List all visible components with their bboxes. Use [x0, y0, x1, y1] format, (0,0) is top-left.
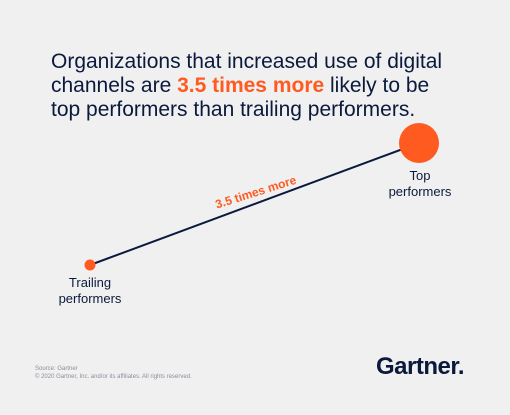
data-point-top: [399, 123, 439, 163]
point-label-trailing-line2: performers: [58, 291, 122, 306]
point-label-top-line2: performers: [388, 184, 452, 199]
point-label-top: Top performers: [381, 168, 459, 200]
point-label-top-line1: Top: [409, 168, 431, 183]
point-label-trailing: Trailing performers: [53, 275, 127, 307]
source-line: Source: Gartner: [35, 366, 78, 372]
logo-dot: .: [457, 353, 465, 380]
logo-text: Gartner: [376, 353, 458, 380]
connector-line: [89, 142, 420, 266]
data-point-trailing: [84, 259, 96, 271]
gartner-logo: Gartner.: [376, 353, 465, 381]
headline-text-before: Organizations that increased use of digi…: [51, 50, 443, 97]
source-note: Source: Gartner © 2020 Gartner, Inc. and…: [35, 365, 192, 381]
headline-highlight: 3.5 times more: [177, 74, 325, 97]
headline: Organizations that increased use of digi…: [51, 50, 451, 122]
copyright-line: © 2020 Gartner, Inc. and/or its affiliat…: [35, 374, 192, 380]
headline-text-after: likely to be top performers than trailin…: [51, 74, 430, 121]
point-label-trailing-line1: Trailing: [68, 275, 112, 290]
